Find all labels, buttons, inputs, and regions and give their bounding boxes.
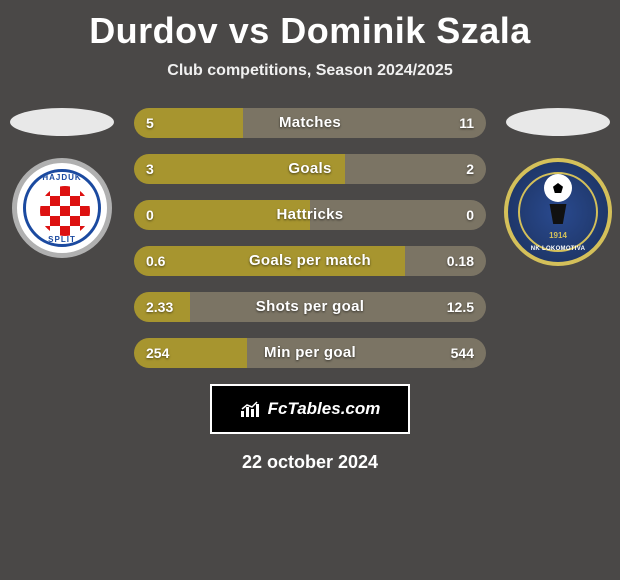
- stat-row: Goals3 2: [134, 154, 486, 184]
- page-title: Durdov vs Dominik Szala: [0, 0, 620, 52]
- left-player-photo: [10, 108, 114, 136]
- hajduk-text-top: HAJDUK: [26, 173, 98, 182]
- bar-value-right: 0.18: [447, 246, 474, 276]
- right-player-column: 1914 NK LOKOMOTIVA: [498, 108, 618, 266]
- right-player-photo: [506, 108, 610, 136]
- right-club-logo: 1914 NK LOKOMOTIVA: [504, 158, 612, 266]
- bar-value-right: 2: [466, 154, 474, 184]
- stat-row: Min per goal254 544: [134, 338, 486, 368]
- stat-row: Goals per match0.6 0.18: [134, 246, 486, 276]
- bar-value-left: 0.6: [146, 246, 165, 276]
- stat-row: Hattricks0 0: [134, 200, 486, 230]
- bar-value-left: 3: [146, 154, 154, 184]
- club-name-text: NK LOKOMOTIVA: [508, 246, 608, 252]
- bar-label: Shots per goal: [134, 292, 486, 322]
- comparison-content: HAJDUK SPLIT 1914 NK LOKOMOTIVA Matches5…: [0, 108, 620, 368]
- bar-value-right: 12.5: [447, 292, 474, 322]
- bar-value-left: 0: [146, 200, 154, 230]
- bar-label: Min per goal: [134, 338, 486, 368]
- bar-value-right: 0: [466, 200, 474, 230]
- bar-value-left: 5: [146, 108, 154, 138]
- left-player-column: HAJDUK SPLIT: [2, 108, 122, 258]
- date-text: 22 october 2024: [0, 452, 620, 473]
- hajduk-checker-icon: [40, 186, 90, 236]
- chart-icon: [240, 400, 262, 418]
- bar-label: Matches: [134, 108, 486, 138]
- branding-text: FcTables.com: [268, 399, 381, 419]
- left-club-logo: HAJDUK SPLIT: [12, 158, 112, 258]
- stat-bars: Matches5 11 Goals3 2 Hattricks0 0 Goals per ma…: [134, 108, 486, 368]
- subtitle: Club competitions, Season 2024/2025: [0, 62, 620, 80]
- stat-row: Matches5 11: [134, 108, 486, 138]
- bar-value-right: 11: [459, 108, 474, 138]
- bar-value-left: 254: [146, 338, 169, 368]
- hajduk-text-bottom: SPLIT: [26, 235, 98, 244]
- stat-row: Shots per goal2.33 12.5: [134, 292, 486, 322]
- bar-label: Goals per match: [134, 246, 486, 276]
- branding-badge: FcTables.com: [210, 384, 410, 434]
- soccer-ball-icon: [544, 174, 572, 202]
- bar-label: Goals: [134, 154, 486, 184]
- bar-value-left: 2.33: [146, 292, 173, 322]
- club-year: 1914: [508, 231, 608, 240]
- bar-label: Hattricks: [134, 200, 486, 230]
- bar-value-right: 544: [451, 338, 474, 368]
